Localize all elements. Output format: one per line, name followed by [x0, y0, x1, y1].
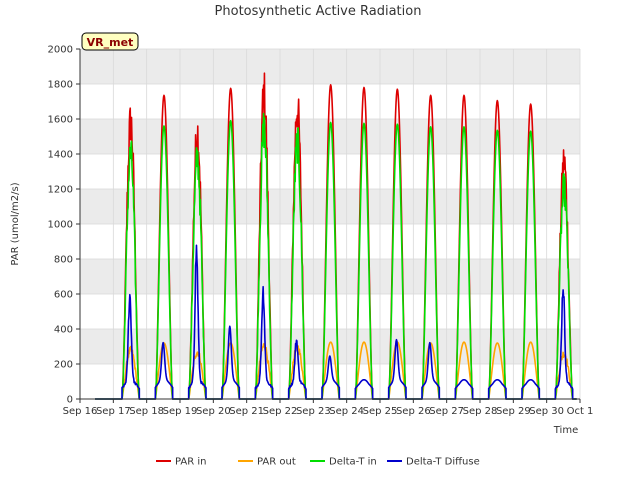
y-tick-label: 1600: [48, 115, 73, 126]
x-tick-label: Sep 21: [229, 406, 264, 417]
y-tick-label: 1000: [48, 220, 73, 231]
legend-label: PAR out: [257, 457, 296, 468]
y-tick-label: 0: [67, 395, 73, 406]
x-axis-title: Time: [553, 425, 578, 436]
x-tick-label: Sep 28: [463, 406, 498, 417]
axes: 0 200 400 600 800 1000 1200 1400 1600 1800 2000 Sep…: [48, 45, 594, 418]
x-tick-label: Sep 27: [429, 406, 464, 417]
x-tick-label: Sep 16: [63, 406, 98, 417]
plot-area: [79, 48, 581, 400]
site-badge-label: VR_met: [87, 36, 134, 49]
site-badge-box: [81, 32, 139, 51]
x-tick-label: Sep 19: [163, 406, 198, 417]
x-tick-label: Sep 17: [96, 406, 131, 417]
x-tick-label: Sep 24: [329, 406, 364, 417]
y-tick-label: 2000: [48, 45, 73, 56]
x-tick-label: Sep 23: [296, 406, 331, 417]
grid-band: [80, 49, 580, 84]
y-tick-label: 1800: [48, 80, 73, 91]
x-tick-label: Sep 18: [129, 406, 164, 417]
y-tick-label: 1400: [48, 150, 73, 161]
chart-title: Photosynthetic Active Radiation: [215, 4, 422, 19]
legend: PAR in PAR out Delta-T in Delta-T Diffuse: [156, 457, 480, 468]
x-tick-label: Sep 26: [396, 406, 431, 417]
y-tick-label: 600: [54, 290, 73, 301]
x-tick-label: Oct 1: [567, 406, 594, 417]
x-tick-label: Sep 22: [263, 406, 298, 417]
legend-label: PAR in: [175, 457, 206, 468]
legend-label: Delta-T Diffuse: [406, 457, 480, 468]
x-tick-label: Sep 25: [363, 406, 398, 417]
x-tick-label: Sep 29: [496, 406, 531, 417]
site-badge: VR_met: [81, 32, 139, 51]
y-tick-label: 800: [54, 255, 73, 266]
y-tick-label: 400: [54, 325, 73, 336]
y-axis-title: PAR (umol/m2/s): [10, 182, 21, 265]
x-tick-label: Sep 30: [529, 406, 564, 417]
grid-band: [80, 189, 580, 224]
x-tick-label: Sep 20: [196, 406, 231, 417]
y-tick-label: 200: [54, 360, 73, 371]
grid-band: [80, 259, 580, 294]
legend-label: Delta-T in: [329, 457, 377, 468]
y-tick-label: 1200: [48, 185, 73, 196]
